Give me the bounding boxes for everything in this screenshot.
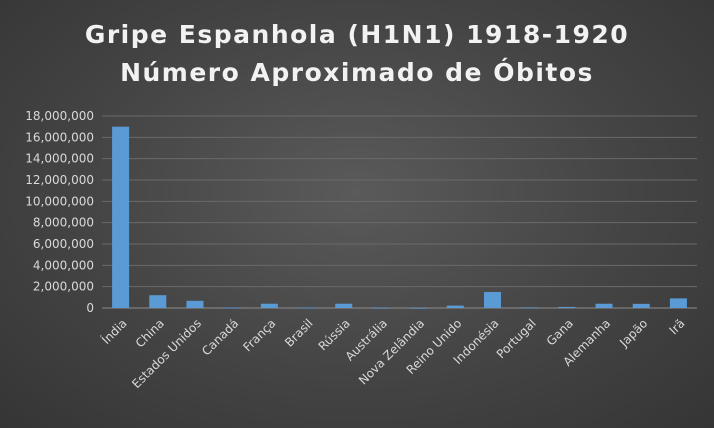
- bar: [223, 307, 241, 309]
- bar: [446, 305, 464, 308]
- bar: [298, 307, 316, 309]
- bar: [149, 295, 167, 308]
- bar: [372, 307, 390, 309]
- x-category-label: França: [240, 316, 278, 354]
- chart-title-line-2: Número Aproximado de Óbitos: [120, 58, 594, 87]
- x-category-label: Estados Unidos: [129, 316, 204, 391]
- y-tick-label: 4,000,000: [33, 258, 94, 272]
- x-category-label: Nova Zelândia: [356, 316, 427, 387]
- bar: [186, 300, 204, 308]
- y-tick-label: 0: [86, 301, 94, 315]
- x-category-label: Portugal: [494, 316, 539, 361]
- x-category-label: Canadá: [199, 316, 241, 358]
- bar: [632, 303, 650, 308]
- bar: [521, 307, 539, 309]
- bar: [669, 298, 687, 308]
- y-tick-label: 6,000,000: [33, 237, 94, 251]
- y-tick-label: 2,000,000: [33, 280, 94, 294]
- y-tick-label: 14,000,000: [25, 152, 94, 166]
- bar: [409, 307, 427, 309]
- bar: [112, 126, 130, 309]
- y-tick-label: 12,000,000: [25, 173, 94, 187]
- x-category-label: Irã: [666, 316, 687, 337]
- bar: [260, 303, 278, 308]
- y-tick-label: 8,000,000: [33, 216, 94, 230]
- bar: [558, 306, 576, 308]
- x-category-label: Índia: [98, 316, 129, 347]
- chart-title-line-1: Gripe Espanhola (H1N1) 1918-1920: [84, 20, 630, 49]
- bar: [335, 303, 353, 308]
- x-category-label: China: [133, 316, 167, 350]
- y-tick-label: 16,000,000: [25, 130, 94, 144]
- x-category-label: Gana: [544, 316, 576, 348]
- x-category-label: Japão: [616, 316, 650, 350]
- y-tick-label: 10,000,000: [25, 194, 94, 208]
- y-tick-label: 18,000,000: [25, 109, 94, 123]
- x-category-label: Brasil: [282, 316, 316, 350]
- bar: [595, 303, 613, 308]
- bar: [483, 292, 501, 308]
